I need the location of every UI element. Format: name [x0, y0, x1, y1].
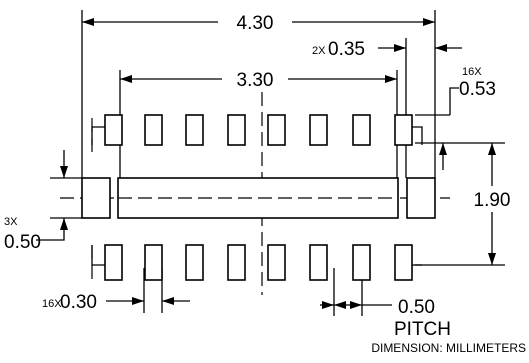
end-gap-qty: 3X — [4, 216, 18, 228]
dim-pad-width: 16X 0.30 — [42, 292, 190, 313]
bottom-pad-7 — [352, 244, 371, 281]
end-pad-width-value: 0.35 — [328, 39, 365, 60]
bottom-pad-3 — [185, 244, 204, 281]
bottom-pad-row — [91, 244, 422, 281]
bottom-pad-6 — [309, 244, 328, 281]
pad-width-qty: 16X — [42, 298, 62, 310]
pad-length-value: 0.53 — [459, 79, 496, 100]
pitch-value: 0.50 — [398, 297, 435, 318]
left-end-pad — [81, 177, 111, 219]
bottom-pad-8 — [394, 244, 413, 281]
bottom-pad-2 — [144, 244, 163, 281]
top-pad-8 — [394, 114, 413, 146]
top-pad-3 — [185, 114, 204, 146]
top-pad-2 — [144, 114, 163, 146]
top-pad-1 — [104, 114, 123, 146]
bottom-pad-5 — [267, 244, 286, 281]
pad-length-qty: 16X — [462, 66, 482, 78]
pad-row-outline — [91, 126, 105, 145]
dim-inner-width: 3.30 — [120, 70, 397, 91]
bottom-pad-1 — [104, 244, 123, 281]
row-span-value: 1.90 — [474, 190, 511, 211]
inner-width-value: 3.30 — [237, 70, 274, 91]
pad-row-outline — [412, 126, 423, 145]
dim-row-span: 1.90 — [474, 143, 511, 265]
pad-row-outline — [91, 245, 105, 266]
right-end-pad — [406, 177, 436, 219]
bottom-pad-4 — [227, 244, 246, 281]
dim-overall-width: 4.30 — [82, 13, 435, 34]
dim-end-gap: 3X 0.50 — [4, 150, 68, 253]
pad-width-value: 0.30 — [60, 292, 97, 313]
top-pad-6 — [309, 114, 328, 146]
top-pad-7 — [352, 114, 371, 146]
dim-pad-length: 16X 0.53 — [439, 66, 496, 170]
end-gap-value: 0.50 — [4, 232, 41, 253]
top-pad-5 — [267, 114, 286, 146]
overall-width-value: 4.30 — [237, 13, 274, 34]
end-pad-width-qty: 2X — [312, 45, 326, 57]
pitch-label: PITCH — [394, 319, 451, 340]
units-note: DIMENSION: MILLIMETERS — [371, 341, 526, 355]
dim-end-pad-width: 2X 0.35 — [312, 39, 462, 60]
top-pad-4 — [227, 114, 246, 146]
dim-pitch: 0.50 PITCH — [320, 297, 451, 340]
top-pad-row — [91, 114, 423, 146]
